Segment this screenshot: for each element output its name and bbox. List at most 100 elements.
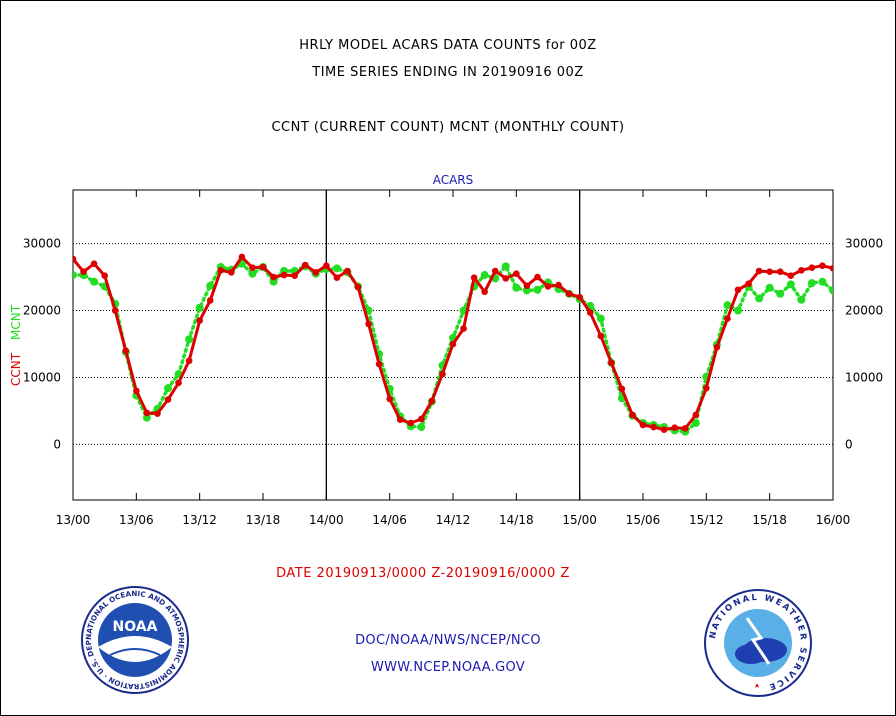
y-axis-label-mcnt: MCNT [9,304,23,340]
date-range: DATE 20190913/0000 Z-20190916/0000 Z [276,566,570,581]
x-tick-label: 13/12 [182,513,217,527]
url-link[interactable]: WWW.NCEP.NOAA.GOV [370,660,526,675]
x-tick-label: 14/18 [499,513,534,527]
data-point-ccnt [513,270,520,277]
data-point-ccnt [798,267,805,274]
data-point-ccnt [502,275,510,282]
x-tick-label: 13/00 [56,513,91,527]
data-point-ccnt [829,265,833,272]
y-tick-label-right: 0 [845,437,853,451]
data-point-ccnt [597,332,605,340]
data-point-mcnt [417,423,426,432]
data-point-ccnt [386,395,393,403]
data-point-mcnt [90,277,99,286]
data-point-ccnt [819,262,826,269]
data-point-ccnt [312,269,320,276]
x-tick-label: 13/18 [246,513,281,527]
data-point-ccnt [80,268,87,275]
data-point-ccnt [650,423,657,431]
data-point-ccnt [365,320,372,328]
x-tick-label: 16/00 [816,513,851,527]
data-point-mcnt [512,283,521,292]
y-tick-label-left: 20000 [23,304,61,318]
y-axis-label-ccnt: CCNT [9,352,23,386]
data-point-ccnt [734,286,742,294]
data-point-ccnt [175,379,182,387]
data-point-mcnt [829,286,833,295]
data-point-mcnt [73,271,77,280]
x-tick-label: 13/06 [119,513,154,527]
data-point-ccnt [808,264,816,271]
x-tick-label: 14/12 [436,513,471,527]
data-point-ccnt [154,410,161,417]
data-point-ccnt [608,359,615,367]
data-point-ccnt [681,425,689,432]
data-point-ccnt [671,424,678,431]
data-point-mcnt [142,413,151,422]
data-point-ccnt [418,415,425,423]
data-point-ccnt [90,260,98,267]
x-tick-label: 15/06 [626,513,661,527]
header-legend-text: CCNT (CURRENT COUNT) MCNT (MONTHLY COUNT… [271,120,625,135]
data-point-ccnt [249,264,256,271]
data-point-ccnt [449,340,457,348]
data-point-mcnt [332,264,341,273]
data-point-ccnt [470,274,478,282]
data-point-mcnt [206,281,215,290]
data-point-ccnt [323,262,330,269]
org-text: DOC/NOAA/NWS/NCEP/NCO [355,633,541,648]
data-point-ccnt [766,268,773,275]
series-ccnt [73,253,833,433]
data-point-ccnt [101,272,108,280]
data-point-ccnt [111,307,119,314]
header-title: HRLY MODEL ACARS DATA COUNTS for 00Z [299,38,597,53]
data-point-mcnt [765,283,774,292]
x-tick-label: 14/00 [309,513,344,527]
noaa-logo: NATIONAL OCEANIC AND ATMOSPHERIC ADMINIS… [80,585,189,694]
data-point-ccnt [270,273,277,281]
data-point-ccnt [703,384,710,392]
data-point-mcnt [185,335,194,344]
data-point-ccnt [396,416,404,423]
y-tick-label-right: 30000 [845,237,883,251]
data-point-mcnt [480,271,489,280]
data-point-ccnt [133,387,140,395]
data-point-ccnt [354,283,362,291]
x-tick-label: 15/12 [689,513,724,527]
data-point-mcnt [522,286,531,295]
data-point-ccnt [280,271,288,279]
data-point-ccnt [439,370,446,378]
data-point-ccnt [428,397,436,405]
data-point-ccnt [481,288,488,296]
data-point-mcnt [596,314,605,323]
data-point-mcnt [723,301,732,310]
data-point-ccnt [555,281,562,289]
data-point-mcnt [734,306,742,315]
data-point-ccnt [787,272,795,280]
y-tick-label-left: 30000 [23,237,61,251]
data-point-ccnt [618,385,626,393]
data-point-ccnt [73,255,77,263]
data-point-ccnt [565,290,573,298]
data-point-ccnt [238,253,246,261]
x-tick-label: 15/18 [752,513,787,527]
data-point-ccnt [755,267,763,275]
data-point-mcnt [164,384,172,393]
data-point-ccnt [724,315,731,322]
x-tick-label: 15/00 [562,513,597,527]
data-point-ccnt [544,283,552,290]
data-point-ccnt [122,347,130,354]
data-point-mcnt [776,289,785,298]
data-point-ccnt [291,272,298,280]
data-point-ccnt [164,396,172,403]
data-point-ccnt [143,409,151,417]
data-point-ccnt [460,325,467,332]
data-point-ccnt [713,344,721,351]
data-point-ccnt [523,282,531,290]
data-point-ccnt [692,411,700,419]
data-point-ccnt [491,267,499,275]
data-point-mcnt [797,295,806,304]
y-tick-label-left: 0 [53,437,61,451]
data-point-mcnt [501,262,510,271]
